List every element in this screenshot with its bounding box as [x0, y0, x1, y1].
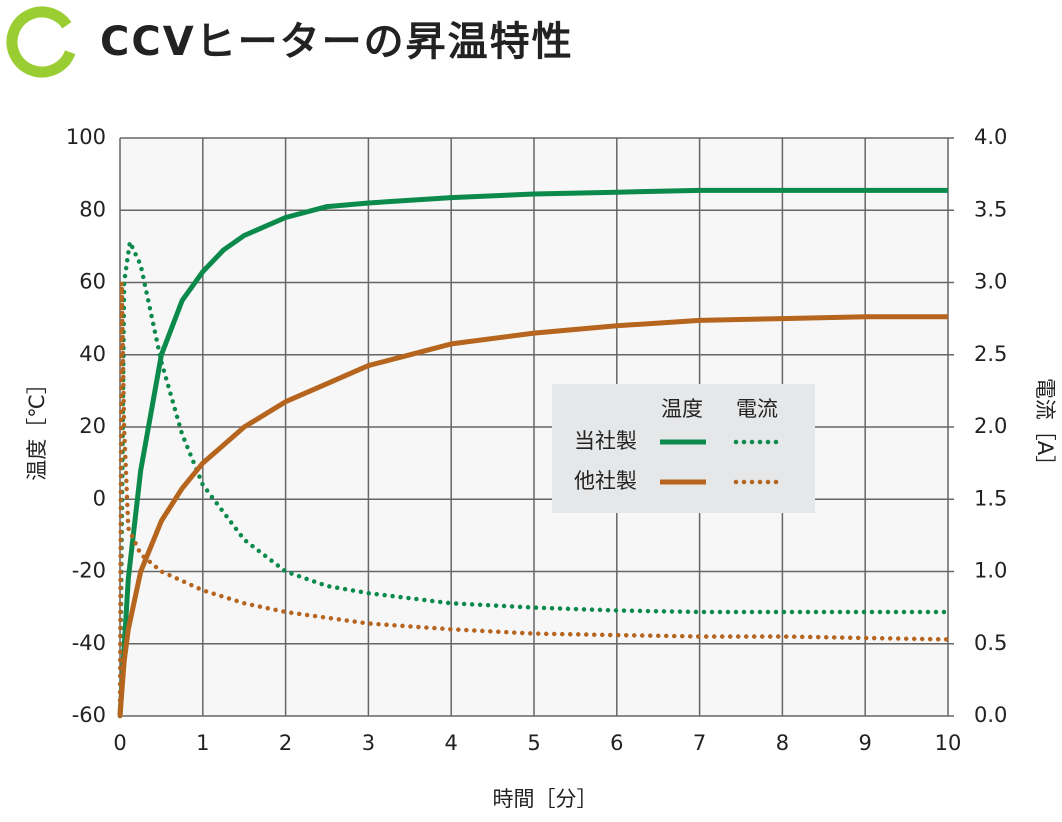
y2-tick-label: 3.5 [974, 197, 1007, 221]
y-tick-label: 60 [79, 270, 106, 294]
legend-label: 他社製 [574, 469, 637, 493]
y2-axis-label: 電流［A］ [1033, 378, 1057, 476]
x-tick-label: 9 [859, 731, 872, 755]
x-tick-label: 1 [196, 731, 209, 755]
y-tick-label: 20 [79, 414, 106, 438]
temperature-line [117, 314, 948, 717]
y2-tick-label: 2.0 [974, 414, 1007, 438]
current-line [117, 282, 951, 719]
x-tick-label: 4 [445, 731, 458, 755]
y-tick-label: -40 [72, 631, 106, 655]
y2-tick-label: 4.0 [974, 125, 1007, 149]
x-tick-label: 3 [362, 731, 375, 755]
y-axis-label: 温度［℃］ [25, 373, 49, 481]
x-tick-label: 0 [113, 731, 126, 755]
x-tick-label: 5 [527, 731, 540, 755]
y-tick-label: 40 [79, 342, 106, 366]
legend-box [552, 384, 815, 513]
x-tick-label: 8 [776, 731, 789, 755]
legend-column-header: 電流 [736, 397, 778, 421]
current-line [117, 234, 951, 719]
y2-tick-label: 2.5 [974, 342, 1007, 366]
y-tick-label: 80 [79, 197, 106, 221]
x-tick-label: 7 [693, 731, 706, 755]
temperature-line [117, 187, 948, 717]
y-tick-label: -20 [72, 559, 106, 583]
y-tick-label: 0 [93, 486, 106, 510]
y2-tick-label: 3.0 [974, 270, 1007, 294]
y2-tick-label: 1.5 [974, 486, 1007, 510]
x-tick-label: 2 [279, 731, 292, 755]
x-tick-label: 10 [935, 731, 962, 755]
legend-label: 当社製 [574, 429, 637, 453]
y2-tick-label: 1.0 [974, 559, 1007, 583]
x-axis-label: 時間［分］ [493, 787, 598, 811]
y2-tick-label: 0.0 [974, 703, 1007, 727]
y2-tick-label: 0.5 [974, 631, 1007, 655]
y-tick-label: -60 [72, 703, 106, 727]
legend-column-header: 温度 [661, 397, 703, 421]
logo [6, 6, 78, 78]
chart-title: CCVヒーターの昇温特性 [100, 19, 574, 65]
y-tick-label: 100 [66, 125, 106, 149]
x-tick-label: 6 [610, 731, 623, 755]
